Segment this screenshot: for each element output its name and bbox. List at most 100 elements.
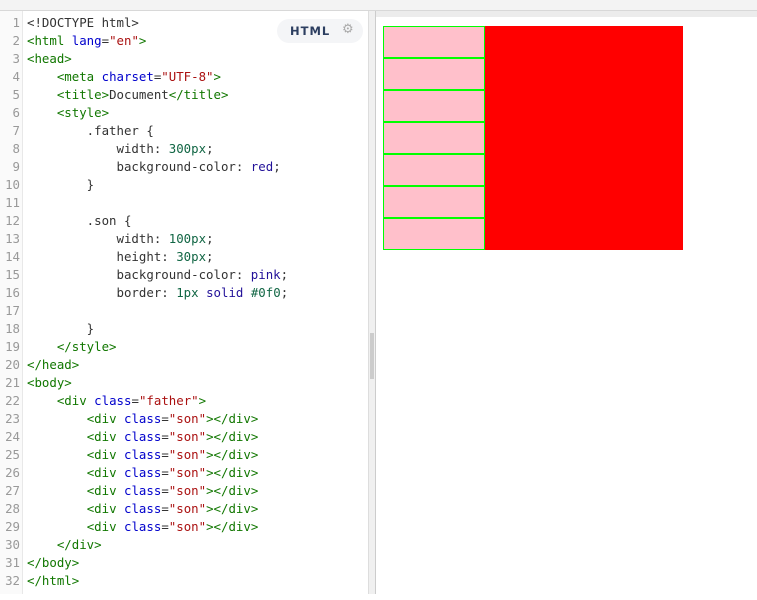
code-token: class [124,447,162,462]
code-text: width: 300px; [27,140,214,158]
line-number: 9 [12,159,20,174]
code-text: width: 100px; [27,230,214,248]
line-number: 8 [12,141,20,156]
code-text: <html lang="en"> [27,32,146,50]
code-text: </body> [27,554,79,572]
line-number: 13 [5,231,20,246]
code-token: </head> [27,357,80,372]
code-token: class [94,393,132,408]
code-token [27,105,57,120]
code-token: "son" [168,465,207,480]
code-token: 1px [176,285,199,300]
gear-icon[interactable]: ⚙ [342,22,355,37]
code-token: = [161,447,169,462]
top-bar [0,0,757,11]
code-token: <body> [27,375,72,390]
line-number: 24 [5,429,20,444]
code-token: ; [206,249,214,264]
code-token: red [250,159,274,174]
father-box [383,26,683,250]
code-token: > [198,393,207,408]
code-token [243,285,250,300]
code-token: "father" [138,393,199,408]
code-token: border: [27,285,177,300]
code-token: "UTF-8" [161,69,214,84]
code-token: "son" [168,429,207,444]
line-number: 17 [5,303,20,318]
code-token: ; [280,267,289,282]
code-text: border: 1px solid #0f0; [27,284,289,302]
line-number: 28 [5,501,20,516]
son-box [383,90,485,122]
code-token: ; [206,141,214,156]
code-token [27,447,87,462]
line-number-gutter [0,11,23,594]
code-token: class [124,519,162,534]
language-label: HTML [290,24,331,38]
line-number: 22 [5,393,20,408]
code-token: ></div> [206,483,259,498]
code-token: class [124,483,162,498]
code-token: charset [101,69,154,84]
code-token: <head> [27,51,72,66]
code-token: <div [86,447,124,462]
code-token: Document [109,87,169,102]
code-token: = [101,33,110,48]
code-token [27,339,57,354]
code-token: } [27,321,95,336]
line-number: 31 [5,555,20,570]
code-text: <head> [27,50,72,68]
code-text: <div class="son"></div> [27,446,259,464]
code-token: "son" [168,411,207,426]
code-token: "son" [168,483,207,498]
son-box [383,218,485,250]
code-token: = [161,501,169,516]
code-token: width: [27,231,169,246]
code-token: = [161,411,169,426]
code-token: "en" [109,33,139,48]
code-text: </html> [27,572,79,590]
line-number: 16 [5,285,20,300]
code-token: = [153,69,162,84]
line-number: 3 [12,51,20,66]
code-token: ></div> [206,411,259,426]
code-token: <style> [56,105,110,120]
code-text: <div class="son"></div> [27,464,259,482]
code-token: width: [27,141,169,156]
code-token: 300px [168,141,207,156]
line-number: 15 [5,267,20,282]
line-number: 27 [5,483,20,498]
line-number: 25 [5,447,20,462]
code-token: lang [71,33,102,48]
code-token: = [161,465,169,480]
line-number: 11 [5,195,20,210]
code-token: </style> [56,339,117,354]
code-token: ></div> [206,429,259,444]
code-token: <meta [56,69,102,84]
code-token: <div [86,501,124,516]
code-text: </head> [27,356,79,374]
code-token: 100px [168,231,207,246]
line-number: 7 [12,123,20,138]
language-badge[interactable]: HTML ⚙ [277,19,363,43]
code-token: ></div> [206,519,259,534]
code-text: </div> [27,536,102,554]
scrollbar-thumb[interactable] [370,333,374,379]
son-box [383,122,485,154]
code-token: class [124,465,162,480]
line-number: 30 [5,537,20,552]
line-number: 26 [5,465,20,480]
code-token: > [213,69,221,84]
code-text: } [27,320,94,338]
code-token: height: [27,249,177,264]
son-box [383,186,485,218]
code-token: </title> [168,87,229,102]
code-token: > [138,33,147,48]
code-token: = [161,519,169,534]
code-editor[interactable]: 1 <!DOCTYPE html> 2 <html lang="en"> 3 <head>… [0,11,368,594]
line-number: 18 [5,321,20,336]
code-token: = [131,393,139,408]
code-token [27,393,57,408]
editor-scrollbar[interactable] [368,11,376,594]
code-token: ></div> [206,465,259,480]
